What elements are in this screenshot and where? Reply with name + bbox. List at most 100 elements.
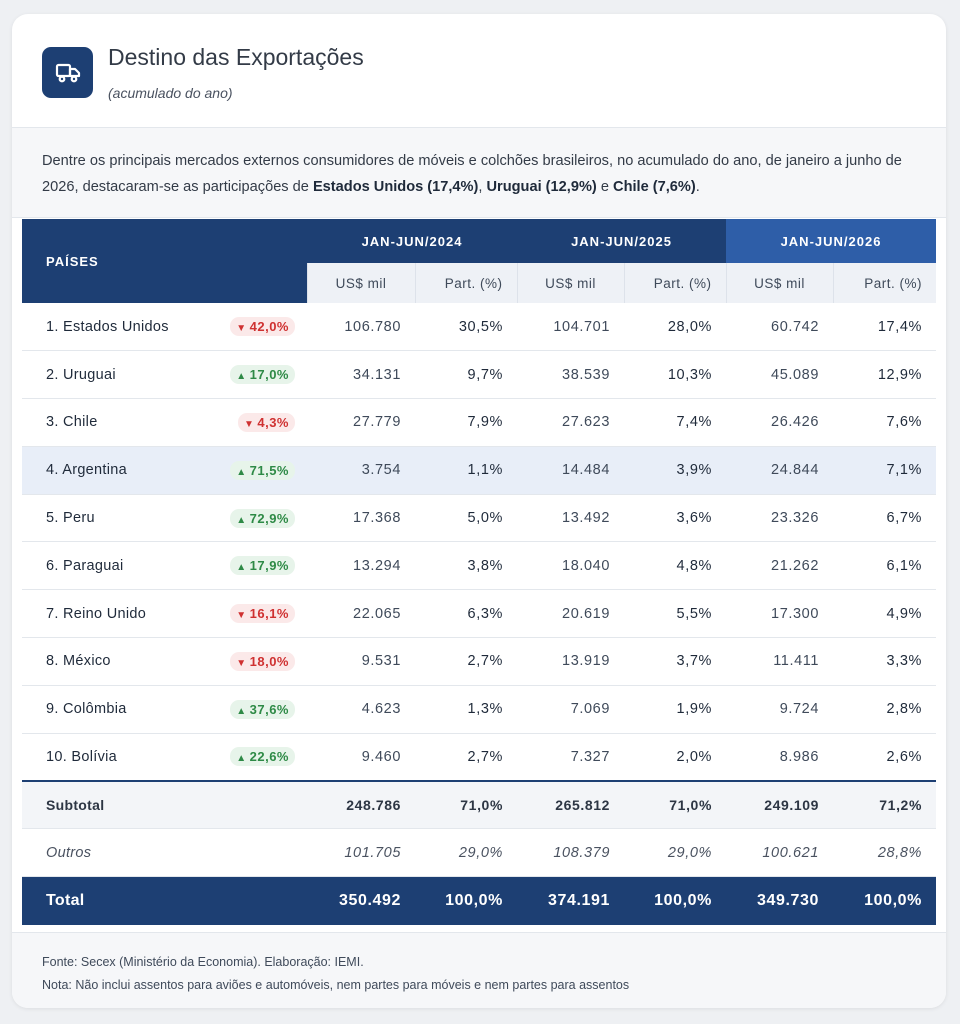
subtotal-p2025: 71,0% xyxy=(624,779,726,830)
table-row: 1. Estados Unidos ▼ 42,0% 106.780 30,5% 104.7… xyxy=(22,303,936,352)
intro-paragraph: Dentre os principais mercados externos c… xyxy=(12,128,946,218)
part-2025: 28,0% xyxy=(624,303,726,352)
country-name: 1. Estados Unidos xyxy=(22,303,218,352)
value-2026: 45.089 xyxy=(726,350,833,400)
part-2024: 6,3% xyxy=(415,589,517,639)
country-name: 2. Uruguai xyxy=(22,350,218,400)
value-2026: 21.262 xyxy=(726,541,833,591)
value-2025: 7.069 xyxy=(517,685,624,734)
subheader-value-2024: US$ mil xyxy=(306,263,415,303)
part-2026: 3,3% xyxy=(833,637,936,686)
outros-p2025: 29,0% xyxy=(624,828,726,878)
subtotal-v2024: 248.786 xyxy=(307,779,415,830)
part-2025: 2,0% xyxy=(624,733,726,782)
part-2026: 7,1% xyxy=(833,446,936,495)
subtotal-label: Subtotal xyxy=(22,779,307,830)
change-badge: ▲ 17,9% xyxy=(230,556,295,576)
arrow-up-icon: ▲ xyxy=(236,514,247,526)
part-2026: 12,9% xyxy=(833,350,936,400)
total-p2024: 100,0% xyxy=(415,876,517,925)
change-cell: ▲ 17,0% xyxy=(218,350,307,400)
total-v2024: 350.492 xyxy=(307,876,415,925)
part-2024: 1,1% xyxy=(415,446,517,495)
country-name: 7. Reino Unido xyxy=(22,589,218,639)
intro-separator: , xyxy=(478,179,487,195)
part-2025: 1,9% xyxy=(624,685,726,734)
outros-row: Outros 101.705 29,0% 108.379 29,0% 100.6… xyxy=(22,828,936,878)
value-2026: 11.411 xyxy=(726,637,833,686)
value-2026: 26.426 xyxy=(726,398,833,447)
total-p2025: 100,0% xyxy=(624,876,726,925)
arrow-up-icon: ▲ xyxy=(236,753,247,765)
country-label: 2. Uruguai xyxy=(46,366,116,383)
table-row: 7. Reino Unido ▼ 16,1% 22.065 6,3% 20.619 5,5%… xyxy=(22,589,936,639)
part-2025: 5,5% xyxy=(624,589,726,639)
subtotal-v2025: 265.812 xyxy=(517,779,624,830)
subtotal-row: Subtotal 248.786 71,0% 265.812 71,0% 249… xyxy=(22,779,936,830)
country-name: 5. Peru xyxy=(22,494,218,543)
value-2024: 4.623 xyxy=(307,685,415,734)
subheader-value-2026: US$ mil xyxy=(725,263,833,303)
arrow-up-icon: ▲ xyxy=(236,466,247,478)
intro-highlight-uruguay: Uruguai (12,9%) xyxy=(486,179,597,195)
change-value: 71,5% xyxy=(249,462,289,478)
change-value: 37,6% xyxy=(249,701,289,717)
part-2024: 2,7% xyxy=(415,637,517,686)
intro-highlight-usa: Estados Unidos (17,4%) xyxy=(312,179,479,195)
part-2026: 17,4% xyxy=(833,303,936,352)
value-2024: 22.065 xyxy=(307,589,415,639)
footnote: Nota: Não inclui assentos para aviões e … xyxy=(42,978,630,992)
col-header-2024: JAN-JUN/2024 xyxy=(307,219,517,263)
part-2024: 7,9% xyxy=(415,398,517,447)
change-badge: ▲ 22,6% xyxy=(230,747,295,767)
part-2026: 2,6% xyxy=(833,733,936,782)
value-2025: 38.539 xyxy=(517,350,624,400)
value-2024: 17.368 xyxy=(307,494,415,543)
value-2026: 60.742 xyxy=(726,303,833,352)
value-2024: 34.131 xyxy=(307,350,415,400)
value-2025: 13.919 xyxy=(517,637,624,686)
outros-v2024: 101.705 xyxy=(307,828,415,878)
country-name: 10. Bolívia xyxy=(22,733,218,782)
card-footer: Fonte: Secex (Ministério da Economia). E… xyxy=(12,932,946,1008)
change-cell: ▲ 17,9% xyxy=(218,541,307,591)
country-label: 4. Argentina xyxy=(46,462,127,479)
subtotal-p2026: 71,2% xyxy=(833,779,936,830)
part-2025: 7,4% xyxy=(624,398,726,447)
value-2026: 23.326 xyxy=(726,494,833,543)
part-2025: 3,7% xyxy=(624,637,726,686)
value-2024: 27.779 xyxy=(307,398,415,447)
value-2024: 3.754 xyxy=(307,446,415,495)
col-header-2026: JAN-JUN/2026 xyxy=(726,219,936,263)
outros-p2026: 28,8% xyxy=(833,828,936,878)
value-2024: 13.294 xyxy=(307,541,415,591)
total-v2026: 349.730 xyxy=(726,876,833,925)
country-name: 8. México xyxy=(22,637,218,686)
part-2026: 2,8% xyxy=(833,685,936,734)
change-value: 16,1% xyxy=(249,606,289,622)
outros-v2025: 108.379 xyxy=(517,828,624,878)
arrow-down-icon: ▼ xyxy=(236,657,247,669)
intro-text: Dentre os principais mercados externos c… xyxy=(42,153,902,195)
arrow-down-icon: ▼ xyxy=(243,418,255,430)
value-2026: 17.300 xyxy=(726,589,833,639)
change-badge: ▼ 16,1% xyxy=(230,604,295,624)
exports-table: PAÍSES JAN-JUN/2024 JAN-JUN/2025 JAN-JUN… xyxy=(22,219,936,925)
part-2024: 1,3% xyxy=(415,685,517,734)
page-subtitle: (acumulado do ano) xyxy=(108,85,233,101)
subheader-part-2025: Part. (%) xyxy=(623,263,726,303)
table-row: 6. Paraguai ▲ 17,9% 13.294 3,8% 18.040 4,8% 21.… xyxy=(22,541,936,591)
outros-label: Outros xyxy=(22,828,307,878)
change-value: 17,9% xyxy=(249,558,289,574)
part-2026: 7,6% xyxy=(833,398,936,447)
table-row: 3. Chile ▼ 4,3% 27.779 7,9% 27.623 7,4% 26.426 7… xyxy=(22,398,936,447)
table-row: 8. México ▼ 18,0% 9.531 2,7% 13.919 3,7% 11.411… xyxy=(22,637,936,686)
value-2025: 20.619 xyxy=(517,589,624,639)
source-note: Fonte: Secex (Ministério da Economia). E… xyxy=(42,955,364,969)
intro-separator: e xyxy=(596,179,614,195)
value-2026: 8.986 xyxy=(726,733,833,782)
intro-highlight-chile: Chile (7,6%) xyxy=(613,179,696,195)
value-2025: 14.484 xyxy=(517,446,624,495)
total-p2026: 100,0% xyxy=(833,876,936,925)
value-2026: 24.844 xyxy=(726,446,833,495)
